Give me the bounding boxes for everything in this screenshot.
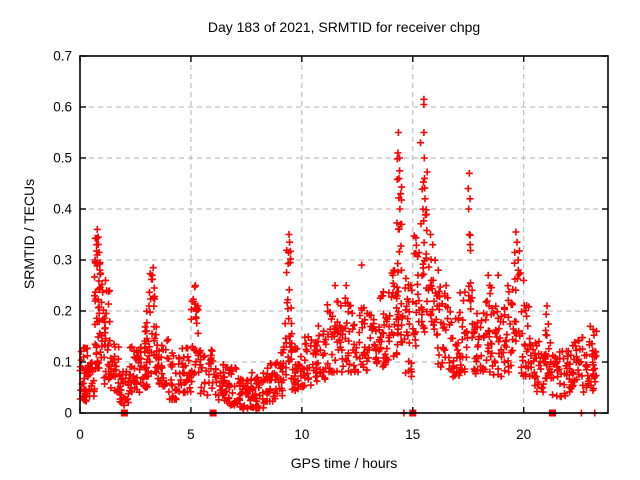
x-tick-label: 5: [187, 427, 195, 442]
y-tick-label: 0.5: [53, 151, 72, 166]
x-tick-label: 0: [76, 427, 84, 442]
y-tick-label: 0: [64, 406, 72, 421]
plot-border: [79, 55, 609, 414]
x-tick-label: 15: [405, 427, 420, 442]
y-tick-label: 0.6: [53, 100, 72, 115]
x-tick-label: 20: [516, 427, 531, 442]
x-tick-label: 10: [294, 427, 309, 442]
chart-title: Day 183 of 2021, SRMTID for receiver chp…: [207, 19, 481, 35]
x-axis-label: GPS time / hours: [290, 455, 398, 471]
y-tick-label: 0.3: [53, 253, 72, 268]
y-tick-label: 0.4: [53, 202, 72, 217]
y-tick-label: 0.7: [53, 49, 72, 64]
y-tick-label: 0.1: [53, 355, 72, 370]
y-tick-label: 0.2: [53, 304, 72, 319]
scatter-plus-markers: [76, 95, 600, 417]
